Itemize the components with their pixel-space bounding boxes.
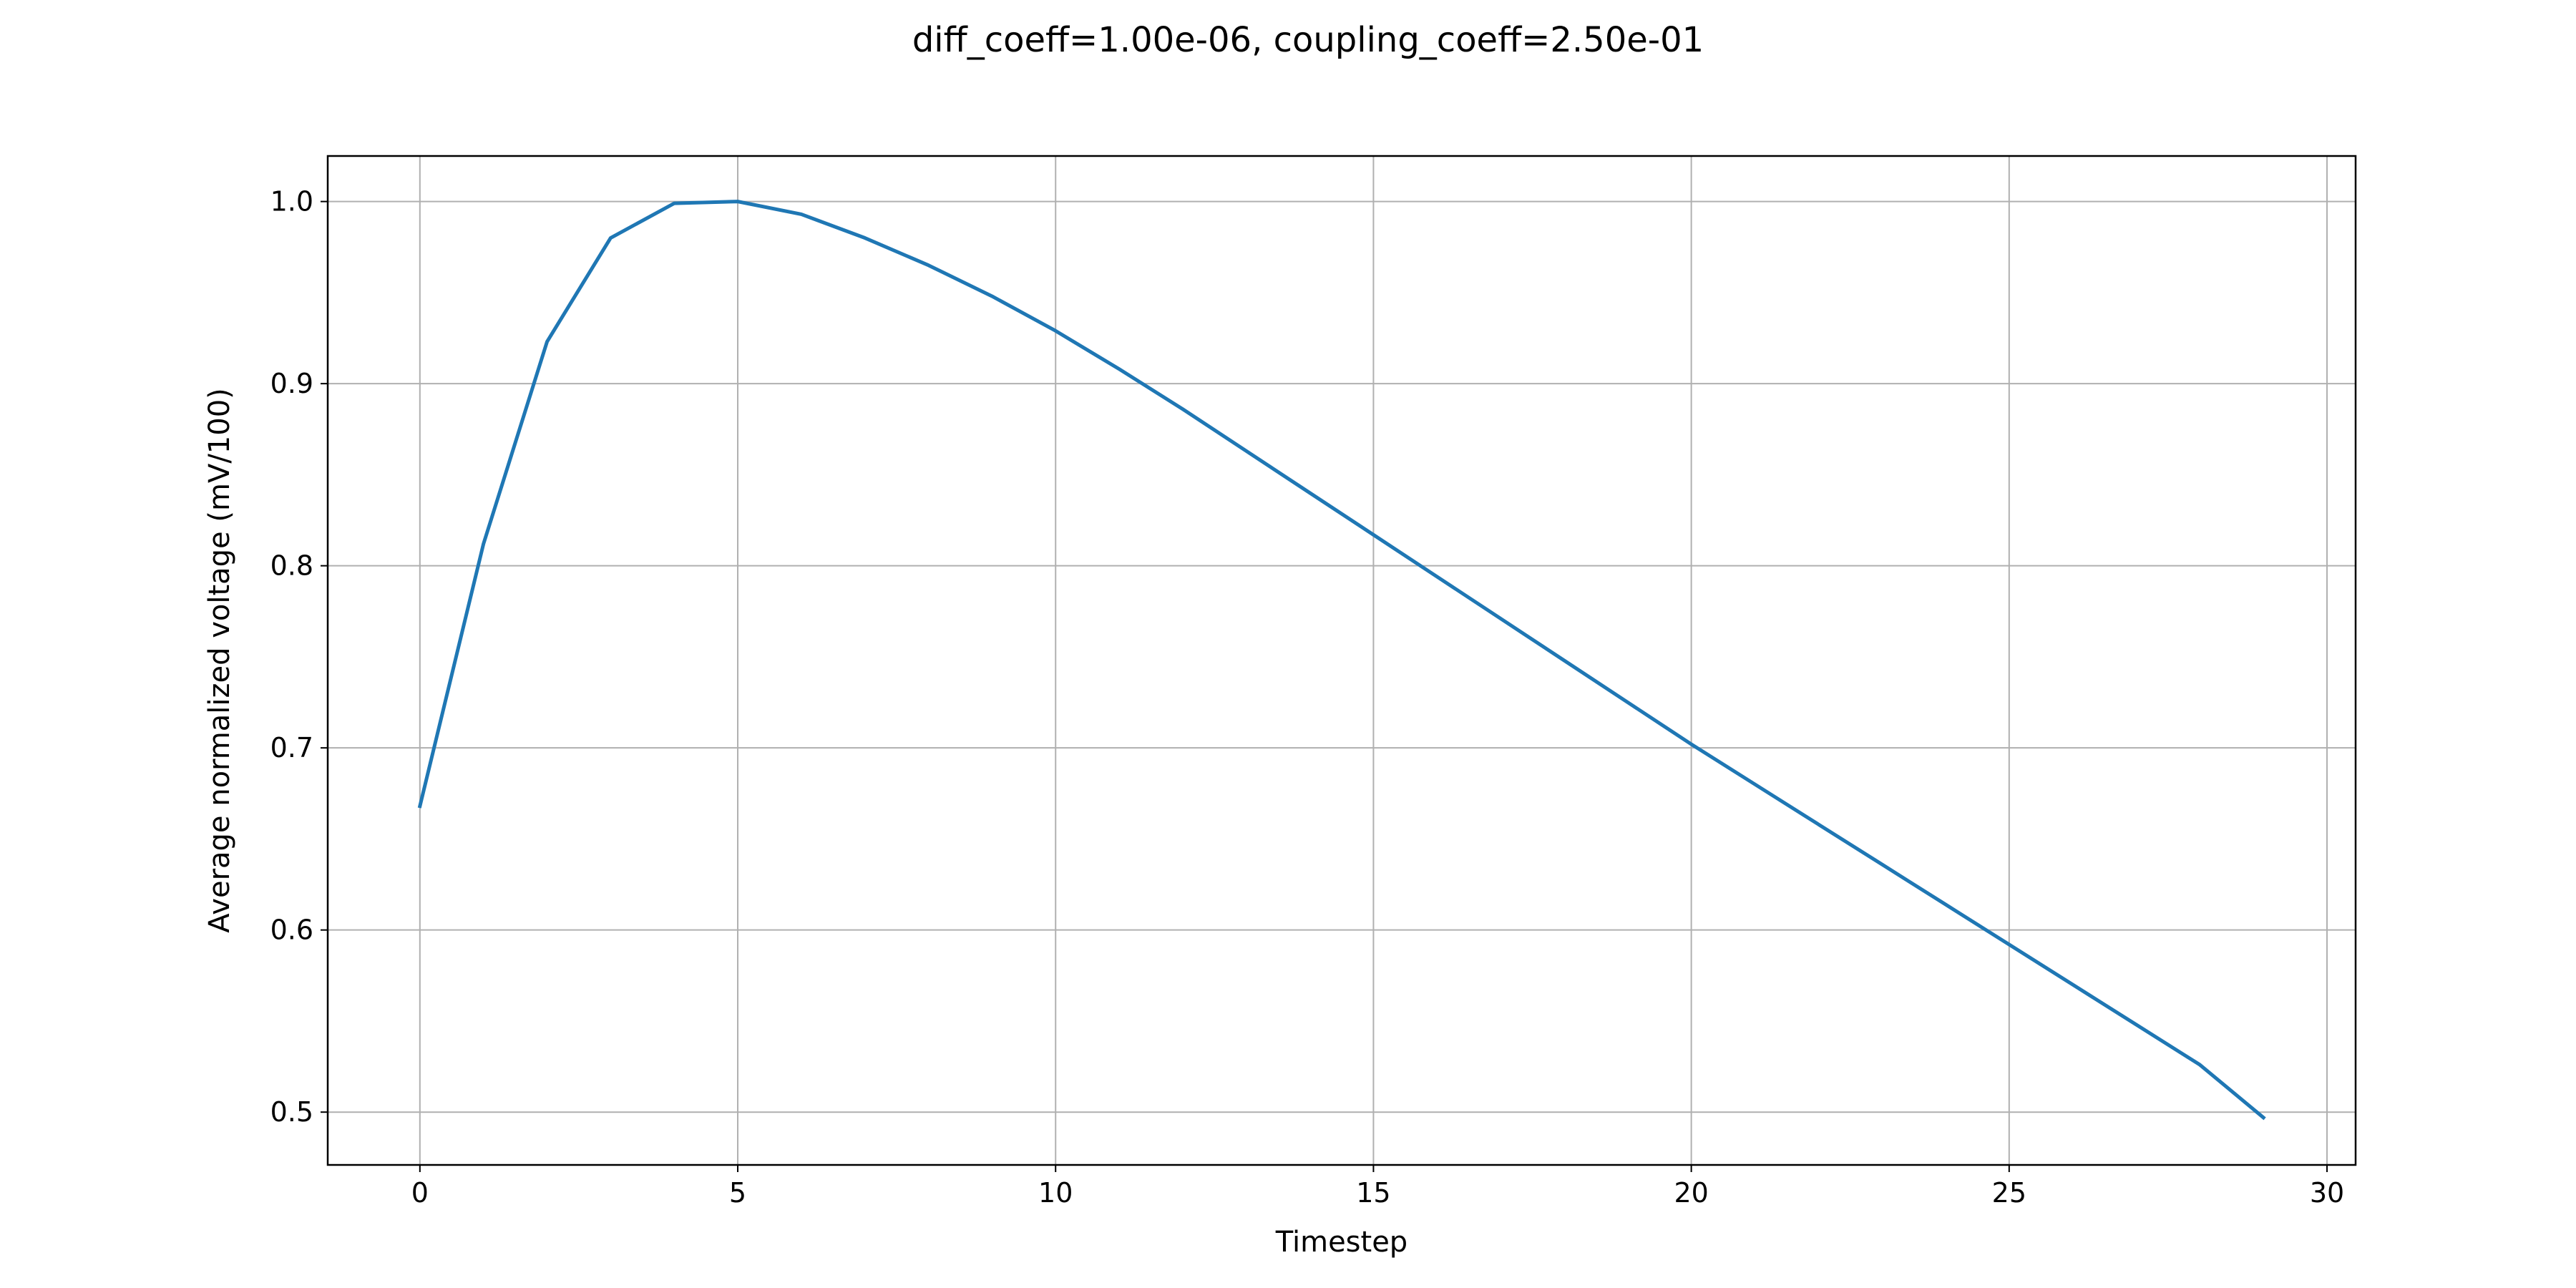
x-tick-label: 30: [2310, 1177, 2344, 1209]
plot-frame: [326, 155, 2357, 1166]
ticks: 0 5 10 15 20 25 30 0.5 0.6 0.7 0.8 0.9 1.0: [270, 186, 2345, 1209]
x-tick-label: 20: [1674, 1177, 1708, 1209]
y-tick-label: 0.7: [270, 732, 313, 763]
chart-title: diff_coeff=1.00e-06, coupling_coeff=2.50…: [912, 20, 1704, 60]
y-tick-label: 1.0: [270, 186, 313, 218]
y-tick-label: 0.8: [270, 550, 313, 582]
series-layer: [417, 200, 2266, 1121]
y-tick-label: 0.6: [270, 914, 313, 946]
y-axis-label: Average normalized voltage (mV/100): [203, 388, 236, 932]
y-tick-label: 0.5: [270, 1096, 313, 1128]
grid: [328, 156, 2356, 1165]
x-tick-label: 5: [729, 1177, 746, 1209]
x-tick-label: 10: [1038, 1177, 1073, 1209]
series-line: [417, 200, 2266, 1121]
x-tick-label: 0: [411, 1177, 429, 1209]
y-tick-label: 0.9: [270, 368, 313, 399]
x-tick-label: 25: [1992, 1177, 2026, 1209]
x-axis-label: Timestep: [1275, 1226, 1407, 1259]
x-tick-label: 15: [1356, 1177, 1390, 1209]
